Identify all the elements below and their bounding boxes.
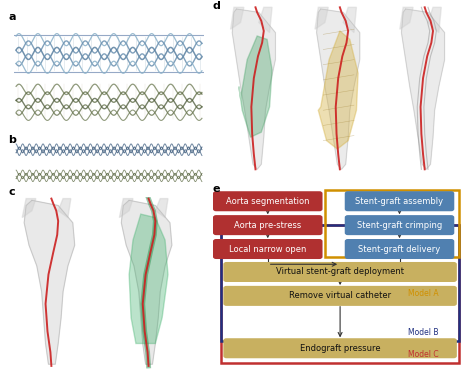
Bar <box>14 53 204 54</box>
FancyBboxPatch shape <box>345 191 454 211</box>
Text: Local narrow open: Local narrow open <box>229 244 307 254</box>
FancyBboxPatch shape <box>213 239 322 259</box>
Text: c: c <box>9 187 15 197</box>
Polygon shape <box>58 199 71 217</box>
Bar <box>14 61 204 62</box>
Text: Aorta pre-stress: Aorta pre-stress <box>234 220 301 230</box>
Polygon shape <box>24 200 75 364</box>
FancyBboxPatch shape <box>223 338 457 358</box>
Text: Stent-graft crimping: Stent-graft crimping <box>357 220 442 230</box>
FancyBboxPatch shape <box>223 286 457 306</box>
Polygon shape <box>400 7 413 29</box>
Text: Model A: Model A <box>408 289 438 298</box>
Bar <box>14 39 204 40</box>
Bar <box>14 59 204 60</box>
Polygon shape <box>239 36 272 137</box>
Bar <box>14 38 204 39</box>
Polygon shape <box>315 7 328 29</box>
Text: Stent-graft assembly: Stent-graft assembly <box>356 197 444 206</box>
Bar <box>14 74 204 75</box>
Bar <box>14 50 204 51</box>
FancyBboxPatch shape <box>213 191 322 211</box>
Text: Stent-graft delivery: Stent-graft delivery <box>358 244 441 254</box>
Bar <box>14 44 204 45</box>
Bar <box>14 35 204 36</box>
Bar <box>14 69 204 70</box>
Polygon shape <box>428 7 441 33</box>
Polygon shape <box>343 7 356 33</box>
Polygon shape <box>319 31 358 149</box>
Bar <box>14 57 204 58</box>
Bar <box>14 42 204 43</box>
Bar <box>14 33 204 34</box>
Text: d: d <box>212 1 220 11</box>
FancyBboxPatch shape <box>213 215 322 235</box>
FancyBboxPatch shape <box>345 239 454 259</box>
Text: a: a <box>9 12 16 22</box>
Text: Aorta segmentation: Aorta segmentation <box>226 197 310 206</box>
Bar <box>14 65 204 66</box>
Bar <box>14 73 204 74</box>
Polygon shape <box>259 7 272 33</box>
Bar <box>221 225 459 363</box>
Bar <box>14 63 204 64</box>
Bar <box>14 40 204 42</box>
Bar <box>14 43 204 44</box>
Bar <box>14 62 204 63</box>
Bar <box>221 225 459 341</box>
Polygon shape <box>119 199 133 217</box>
Polygon shape <box>401 9 445 170</box>
Bar <box>14 60 204 61</box>
Bar <box>14 46 204 47</box>
Bar <box>14 56 204 57</box>
Text: e: e <box>212 184 220 194</box>
Bar <box>14 68 204 69</box>
Text: Model C: Model C <box>408 350 438 359</box>
Text: Model B: Model B <box>408 328 438 337</box>
Polygon shape <box>129 214 168 344</box>
Bar <box>14 49 204 50</box>
Bar <box>14 58 204 59</box>
Polygon shape <box>317 9 360 170</box>
Bar <box>14 32 204 33</box>
Bar <box>14 72 204 73</box>
Bar <box>14 45 204 46</box>
Polygon shape <box>232 9 275 170</box>
Bar <box>14 47 204 48</box>
Bar <box>14 37 204 38</box>
Text: Endograft pressure: Endograft pressure <box>300 344 381 353</box>
Polygon shape <box>155 199 168 217</box>
Bar <box>325 190 459 257</box>
Bar <box>14 64 204 65</box>
Polygon shape <box>22 199 36 217</box>
Bar <box>14 54 204 55</box>
Bar <box>14 36 204 37</box>
Polygon shape <box>121 200 172 364</box>
FancyBboxPatch shape <box>345 215 454 235</box>
Text: Virtual stent-graft deployment: Virtual stent-graft deployment <box>276 267 404 276</box>
Text: Remove virtual catheter: Remove virtual catheter <box>289 291 391 300</box>
Polygon shape <box>230 7 244 29</box>
FancyBboxPatch shape <box>223 262 457 282</box>
Bar <box>14 70 204 72</box>
Bar <box>14 48 204 49</box>
Text: b: b <box>9 135 17 145</box>
Bar <box>14 51 204 53</box>
Bar <box>14 34 204 35</box>
Bar <box>14 66 204 68</box>
